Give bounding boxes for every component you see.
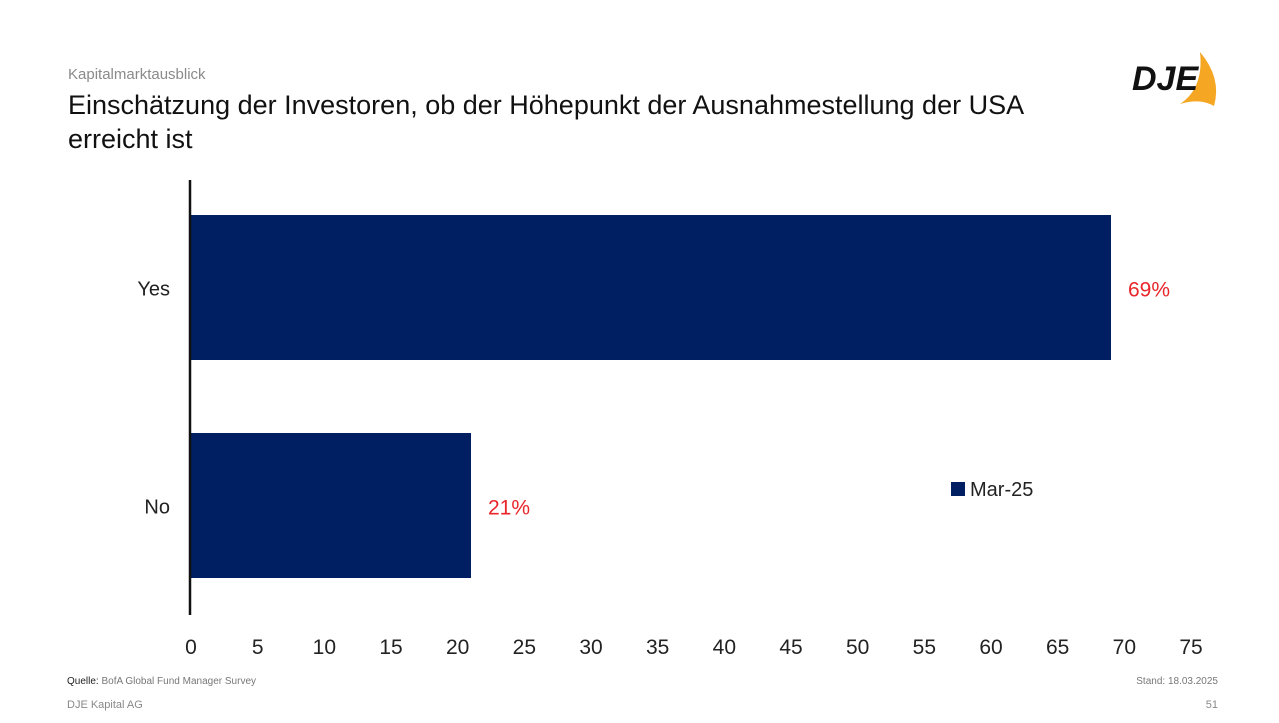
page-title: Einschätzung der Investoren, ob der Höhe… (68, 90, 1023, 154)
x-tick-label: 20 (446, 636, 469, 659)
dje-logo: DJE (1132, 52, 1217, 106)
x-tick-label: 65 (1046, 636, 1069, 659)
x-tick-label: 70 (1113, 636, 1136, 659)
page-number: 51 (1205, 699, 1218, 711)
x-tick-label: 10 (313, 636, 336, 659)
source-note: Quelle: BofA Global Fund Manager Survey (67, 676, 256, 687)
x-tick-label: 30 (579, 636, 602, 659)
bar-yes (191, 215, 1111, 360)
x-tick-label: 55 (913, 636, 936, 659)
x-tick-label: 75 (1179, 636, 1202, 659)
data-label-no: 21% (488, 497, 530, 520)
x-tick-label: 60 (979, 636, 1002, 659)
company-name: DJE Kapital AG (67, 699, 143, 711)
category-label-no: No (144, 497, 170, 519)
x-tick-label: 15 (379, 636, 402, 659)
legend-swatch (951, 482, 965, 496)
x-tick-label: 50 (846, 636, 869, 659)
legend-label: Mar-25 (970, 479, 1033, 501)
source-text: BofA Global Fund Manager Survey (101, 676, 256, 687)
kicker: Kapitalmarktausblick (68, 66, 206, 83)
stand-date: Stand: 18.03.2025 (1136, 676, 1218, 687)
x-tick-label: 40 (713, 636, 736, 659)
x-tick-label: 25 (513, 636, 536, 659)
data-label-yes: 69% (1128, 279, 1170, 302)
x-tick-label: 5 (252, 636, 264, 659)
bar-no (191, 433, 471, 578)
x-tick-label: 45 (779, 636, 802, 659)
x-tick-label: 35 (646, 636, 669, 659)
source-label: Quelle: (67, 676, 99, 687)
category-label-yes: Yes (137, 279, 170, 301)
x-tick-label: 0 (185, 636, 197, 659)
svg-text:DJE: DJE (1132, 60, 1199, 98)
